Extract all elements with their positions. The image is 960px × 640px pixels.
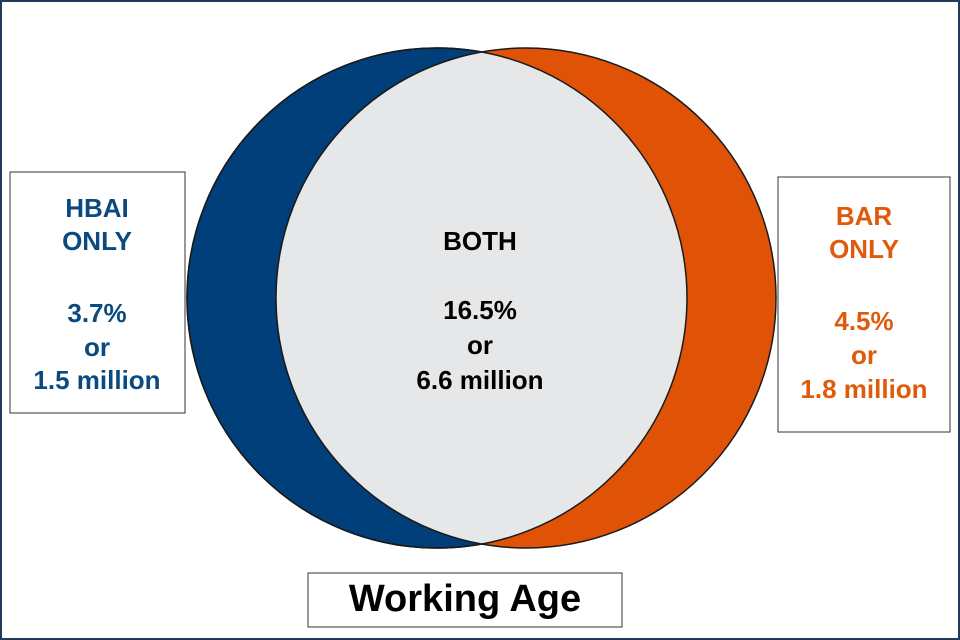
region-share: 3.7%	[67, 298, 126, 328]
region-label: BOTH	[443, 226, 517, 256]
region-joiner: or	[851, 340, 877, 370]
region-count: 1.8 million	[800, 374, 927, 404]
region-label: ONLY	[829, 234, 899, 264]
region-count: 6.6 million	[416, 365, 543, 395]
region-joiner: or	[467, 330, 493, 360]
title-box	[307, 572, 623, 628]
region-label: HBAI	[65, 193, 129, 223]
region-share: 4.5%	[834, 306, 893, 336]
region-label: ONLY	[62, 226, 132, 256]
overlap-region	[275, 48, 687, 548]
title: Working Age	[349, 578, 581, 620]
hbai-box	[9, 171, 186, 414]
region-count: 1.5 million	[33, 365, 160, 395]
bar-box	[777, 176, 951, 433]
region-label: BAR	[836, 201, 893, 231]
region-share: 16.5%	[443, 295, 517, 325]
region-joiner: or	[84, 332, 110, 362]
hbai-outline	[186, 47, 688, 549]
